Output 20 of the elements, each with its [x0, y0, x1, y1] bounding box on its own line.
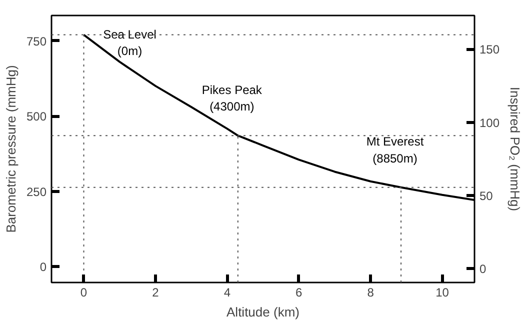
y-axis-title: Barometric pressure (mmHg)	[3, 65, 18, 233]
y-tick-label: 250	[26, 184, 47, 199]
y-tick-label: 500	[26, 110, 47, 124]
y2-tick-label: 100	[480, 116, 500, 130]
x-tick-label: 6	[296, 286, 303, 300]
y2-tick-label: 150	[480, 42, 500, 57]
x-tick-label: 8	[367, 286, 374, 300]
x-axis-title: Altitude (km)	[226, 304, 300, 320]
y2-tick-label: 50	[480, 189, 494, 204]
annotation: Mt Everest (8850m)	[366, 134, 424, 166]
y-tick-label: 0	[40, 260, 47, 274]
x-tick-label: 10	[436, 286, 450, 300]
x-tick-label: 2	[152, 286, 160, 300]
annotation: Sea Level (0m)	[103, 27, 156, 58]
y-tick-label: 750	[26, 34, 47, 48]
y2-tick-label: 0	[480, 262, 486, 276]
x-tick-label: 0	[80, 286, 88, 300]
x-tick-label: 4	[224, 286, 231, 300]
annotation: Pikes Peak (4300m)	[202, 82, 263, 114]
y2-axis-title: Inspired PO₂ (mmHg)	[508, 86, 523, 212]
